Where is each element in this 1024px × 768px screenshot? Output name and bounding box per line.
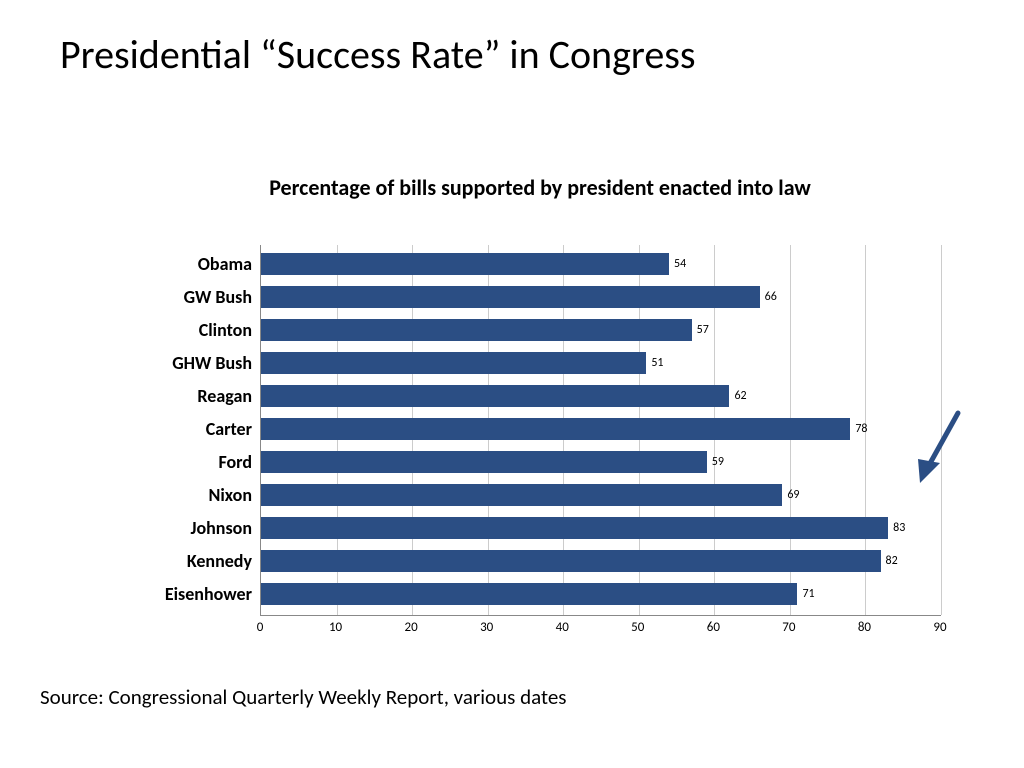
- plot-area: 54 66 57 51 62 78 59 69 83 82 71: [260, 245, 941, 616]
- bar-value-label: 62: [734, 385, 746, 407]
- y-axis-label: Reagan: [140, 385, 252, 407]
- bar-value-label: 51: [651, 352, 663, 374]
- bar: [261, 319, 692, 341]
- bar-value-label: 59: [712, 451, 724, 473]
- y-axis-label: Carter: [140, 418, 252, 440]
- bar-value-label: 69: [787, 484, 799, 506]
- bar-value-label: 71: [802, 583, 814, 605]
- x-axis-tick: 70: [769, 620, 809, 635]
- bar-value-label: 83: [893, 517, 905, 539]
- y-axis-label: GHW Bush: [140, 352, 252, 374]
- x-axis-tick: 60: [693, 620, 733, 635]
- bar: [261, 583, 797, 605]
- x-axis-tick: 50: [618, 620, 658, 635]
- bar: [261, 253, 669, 275]
- bar: [261, 484, 782, 506]
- x-axis-tick: 0: [240, 620, 280, 635]
- x-axis-tick: 90: [920, 620, 960, 635]
- bar-value-label: 78: [855, 418, 867, 440]
- x-axis-tick: 30: [467, 620, 507, 635]
- y-axis-label: Eisenhower: [140, 583, 252, 605]
- y-axis-label: Ford: [140, 451, 252, 473]
- bar: [261, 451, 707, 473]
- bar: [261, 385, 729, 407]
- slide: Presidential “Success Rate” in Congress …: [0, 0, 1024, 768]
- y-axis-label: Obama: [140, 253, 252, 275]
- bar: [261, 352, 646, 374]
- y-axis-label: Clinton: [140, 319, 252, 341]
- bar-value-label: 57: [697, 319, 709, 341]
- chart: 54 66 57 51 62 78 59 69 83 82 71 0 10 20 30 40 50 60 70 80…: [140, 245, 940, 645]
- bar-value-label: 66: [765, 286, 777, 308]
- bar: [261, 550, 881, 572]
- bar: [261, 517, 888, 539]
- chart-title: Percentage of bills supported by preside…: [140, 175, 940, 201]
- bar: [261, 418, 850, 440]
- x-axis-tick: 80: [844, 620, 884, 635]
- slide-title: Presidential “Success Rate” in Congress: [60, 30, 964, 79]
- x-axis-tick: 40: [542, 620, 582, 635]
- y-axis-label: Johnson: [140, 517, 252, 539]
- bar-value-label: 82: [886, 550, 898, 572]
- y-axis-label: Nixon: [140, 484, 252, 506]
- bar: [261, 286, 760, 308]
- gridline: [941, 245, 942, 615]
- source-text: Source: Congressional Quarterly Weekly R…: [40, 684, 567, 710]
- bar-value-label: 54: [674, 253, 686, 275]
- y-axis-label: GW Bush: [140, 286, 252, 308]
- y-axis-label: Kennedy: [140, 550, 252, 572]
- x-axis-tick: 10: [316, 620, 356, 635]
- x-axis-tick: 20: [391, 620, 431, 635]
